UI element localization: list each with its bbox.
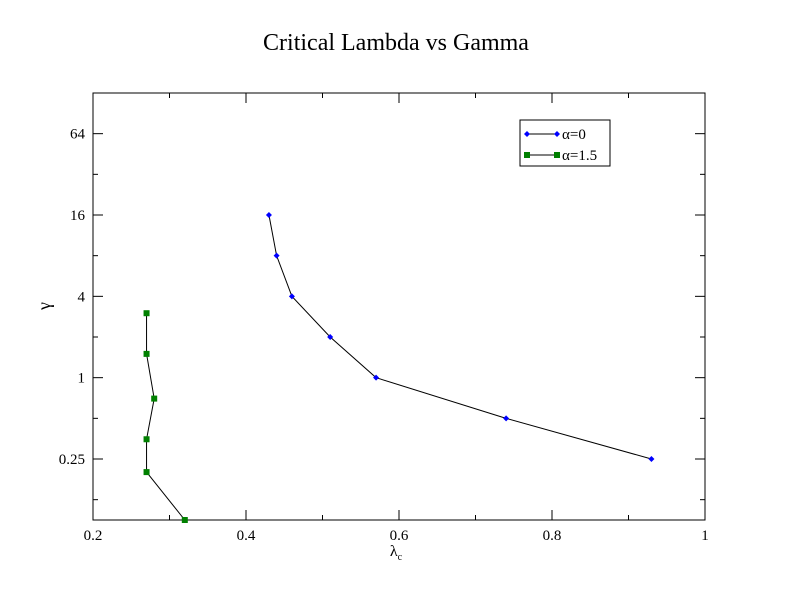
legend-marker	[524, 131, 530, 137]
data-point	[143, 469, 150, 476]
x-tick-label: 1	[701, 528, 709, 544]
data-point	[151, 395, 158, 402]
axis-ticks: 0.2 0.4 0.6 0.8 1 0.25 1 4 16 64	[59, 93, 709, 544]
data-point	[273, 252, 280, 259]
x-tick-label: 0.2	[84, 528, 103, 544]
legend-box	[519, 119, 611, 167]
series-line	[146, 313, 186, 521]
legend-marker	[524, 152, 530, 158]
series-line	[268, 214, 652, 460]
y-tick-label: 16	[70, 208, 86, 224]
legend-marker	[554, 131, 560, 137]
y-axis-label: γ	[34, 302, 54, 311]
legend-entry: α=0	[524, 127, 586, 143]
legend-entry: α=1.5	[524, 148, 597, 164]
y-tick-label: 1	[78, 371, 86, 387]
y-tick-label: 64	[70, 127, 86, 143]
data-point	[265, 212, 272, 219]
data-point	[327, 334, 334, 341]
series-1	[143, 310, 188, 523]
legend: α=0 α=1.5	[519, 119, 611, 167]
legend-label: α=0	[562, 127, 586, 143]
legend-marker	[554, 152, 560, 158]
data-point	[288, 293, 295, 300]
data-point	[648, 456, 655, 463]
x-axis-label-subscript: c	[398, 552, 403, 563]
chart-title: Critical Lambda vs Gamma	[263, 30, 529, 56]
series-0	[265, 212, 655, 463]
data-point	[143, 310, 150, 317]
data-point	[373, 374, 380, 381]
series-layer	[143, 212, 655, 523]
data-point	[181, 517, 188, 523]
x-tick-label: 0.8	[543, 528, 562, 544]
plot-frame	[92, 92, 706, 521]
x-tick-label: 0.4	[237, 528, 256, 544]
legend-label: α=1.5	[562, 148, 597, 164]
data-point	[503, 415, 510, 422]
x-axis-label-main: λ	[390, 543, 398, 560]
data-point	[143, 350, 150, 357]
x-axis-label: λc	[390, 543, 403, 563]
y-tick-label: 0.25	[59, 452, 85, 468]
x-tick-label: 0.6	[390, 528, 409, 544]
data-point	[143, 436, 150, 443]
y-tick-label: 4	[78, 289, 86, 305]
y-axis-label-text: γ	[34, 302, 54, 311]
